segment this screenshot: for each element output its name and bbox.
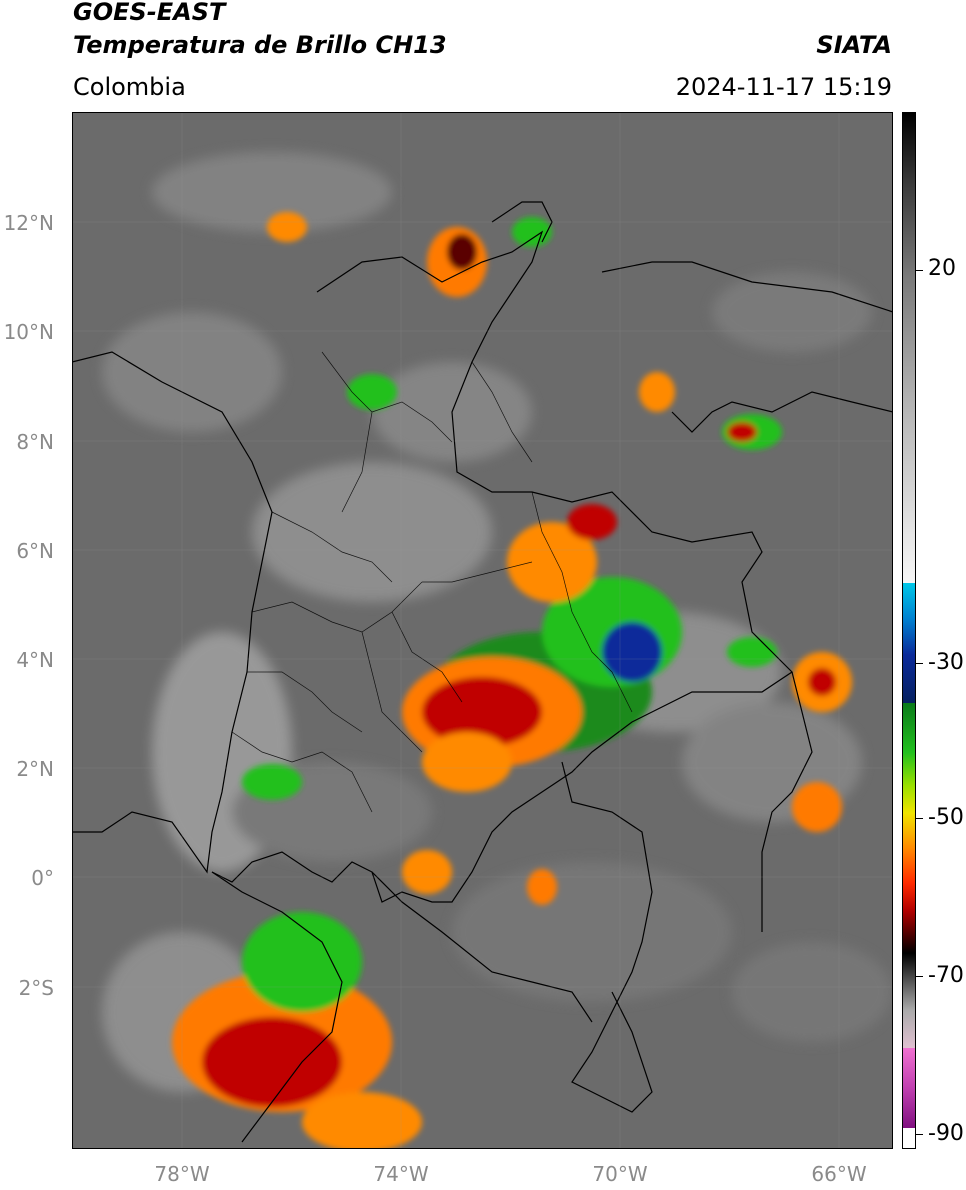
lon-label-70w: 70°W [592, 1162, 648, 1186]
colorbar-tick-minus90 [916, 1134, 923, 1135]
colorbar-magenta-segment [903, 1048, 915, 1128]
lon-label-78w: 78°W [154, 1162, 210, 1186]
convective-clouds [172, 212, 852, 1149]
colorbar-green-segment [903, 703, 915, 813]
colorbar-label-minus30: -30 [928, 650, 964, 675]
colorbar-label-minus90: -90 [928, 1121, 964, 1146]
colorbar-label-minus50: -50 [928, 805, 964, 830]
country-borders [72, 201, 893, 1143]
lat-label-12n: 12°N [3, 211, 54, 235]
product-title: Temperatura de Brillo CH13 [73, 31, 447, 59]
lon-label-74w: 74°W [373, 1162, 429, 1186]
lat-label-6n: 6°N [16, 539, 54, 563]
colorbar [902, 112, 916, 1149]
datetime-label: 2024-11-17 15:19 [675, 73, 892, 101]
organization-label: SIATA [816, 31, 892, 59]
colorbar-gray-segment [903, 113, 915, 583]
colorbar-blue-segment [903, 583, 915, 703]
lat-label-4n: 4°N [16, 648, 54, 672]
department-borders [231, 351, 633, 813]
colorbar-white-segment [903, 1128, 915, 1148]
colorbar-tick-20 [916, 270, 923, 271]
lat-label-8n: 8°N [16, 430, 54, 454]
colorbar-gray-cold-segment [903, 953, 915, 1048]
lat-label-10n: 10°N [3, 320, 54, 344]
map-frame [72, 112, 893, 1149]
colorbar-tick-minus50 [916, 818, 923, 819]
colorbar-red-segment [903, 813, 915, 953]
satellite-title: GOES-EAST [73, 0, 226, 26]
lat-label-2n: 2°N [16, 757, 54, 781]
lat-label-0: 0° [31, 866, 54, 890]
colorbar-label-20: 20 [928, 256, 956, 281]
coordinate-grid [72, 112, 893, 1149]
region-label: Colombia [73, 73, 186, 101]
satellite-map [72, 112, 893, 1149]
colorbar-label-minus70: -70 [928, 963, 964, 988]
colorbar-tick-minus30 [916, 663, 923, 664]
lat-label-2s: 2°S [18, 976, 54, 1000]
colorbar-tick-minus70 [916, 976, 923, 977]
lon-label-66w: 66°W [811, 1162, 867, 1186]
